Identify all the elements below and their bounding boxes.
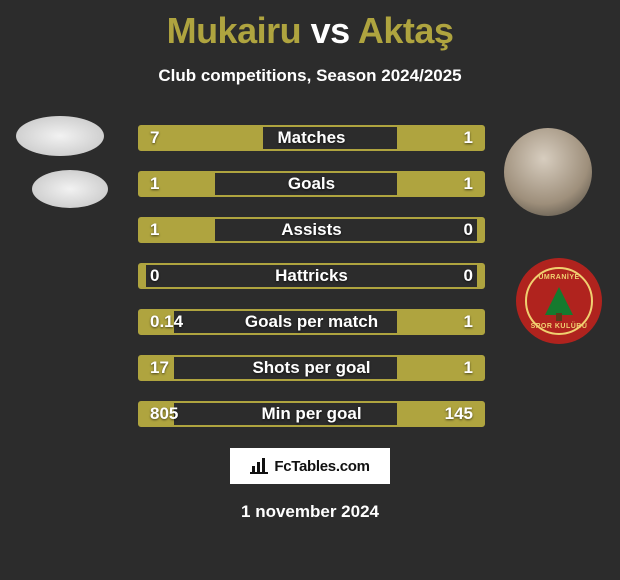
vs-separator: vs [311, 10, 350, 51]
bar-right [477, 219, 483, 241]
stat-row: Assists10 [138, 217, 485, 243]
stat-row: Matches71 [138, 125, 485, 151]
player-left-club-logo [32, 170, 108, 208]
chart-icon [250, 458, 268, 474]
player-right-club-logo: ÜMRANİYE SPOR KULÜBÜ [516, 258, 602, 344]
stat-row: Hattricks0 0 [138, 263, 485, 289]
bar-left [140, 127, 263, 149]
club-badge-bottom-text: SPOR KULÜBÜ [531, 323, 588, 330]
bar-right [397, 311, 483, 333]
stat-value-left: 0 [150, 266, 159, 286]
bar-right [397, 173, 483, 195]
bar-left [140, 265, 146, 287]
comparison-rows: Matches71Goals11Assists10Hattricks00Goal… [138, 125, 485, 447]
stat-row: Min per goal805145 [138, 401, 485, 427]
stat-category: Hattricks [140, 266, 483, 286]
stat-row: Goals per match0.141 [138, 309, 485, 335]
player-right-name: Aktaş [358, 10, 454, 51]
bar-left [140, 219, 215, 241]
bar-left [140, 357, 174, 379]
brand-text: FcTables.com [274, 458, 369, 475]
player-right-avatar [504, 128, 592, 216]
player-left-avatar [16, 116, 104, 156]
club-badge-ring: ÜMRANİYE SPOR KULÜBÜ [525, 267, 593, 335]
bar-left [140, 173, 215, 195]
subtitle: Club competitions, Season 2024/2025 [0, 66, 620, 86]
stat-row: Goals11 [138, 171, 485, 197]
club-badge-top-text: ÜMRANİYE [538, 274, 579, 281]
bar-right [397, 357, 483, 379]
bar-right [397, 127, 483, 149]
stat-value-right: 0 [464, 266, 473, 286]
footer-date: 1 november 2024 [0, 502, 620, 522]
brand-logo: FcTables.com [230, 448, 390, 484]
bar-left [140, 311, 174, 333]
bar-right [477, 265, 483, 287]
stat-row: Shots per goal171 [138, 355, 485, 381]
bar-left [140, 403, 174, 425]
comparison-title: Mukairu vs Aktaş [0, 0, 620, 52]
tree-icon [545, 287, 573, 315]
player-left-name: Mukairu [167, 10, 302, 51]
stat-value-right: 0 [464, 220, 473, 240]
bar-right [397, 403, 483, 425]
